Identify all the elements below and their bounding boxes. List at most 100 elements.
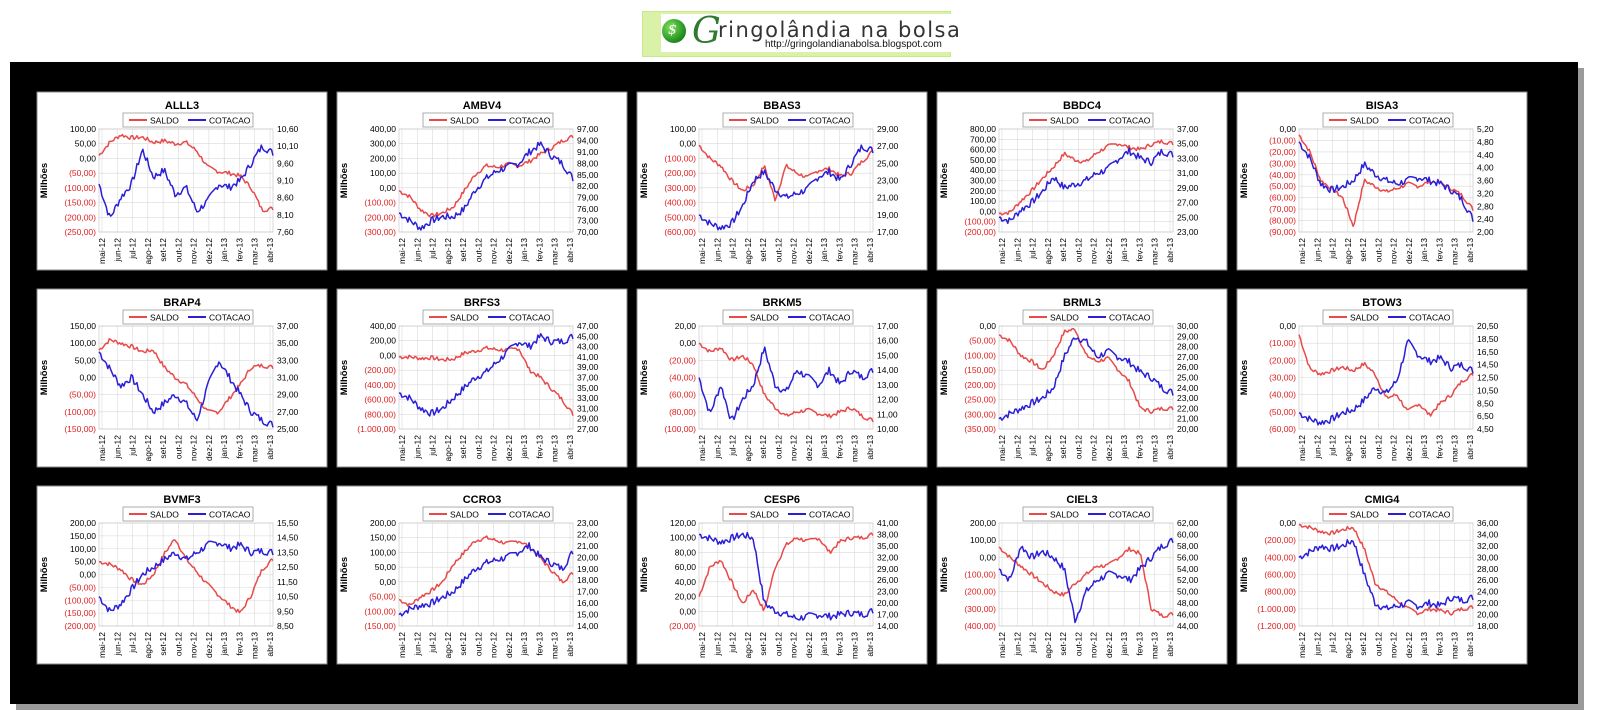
x-tick-label: jan-13 — [1419, 238, 1429, 263]
logo-title[interactable]: ringolândia na bolsa — [718, 18, 962, 42]
left-tick-label: (100,00) — [64, 407, 96, 417]
x-tick-label: nov-12 — [1089, 238, 1099, 264]
right-tick-label: 14,00 — [877, 621, 899, 631]
right-tick-label: 33,00 — [1177, 153, 1199, 163]
x-tick-label: jan-13 — [519, 238, 529, 263]
legend-label-cotacao: COTACAO — [1109, 116, 1151, 126]
left-tick-label: 100,00 — [70, 124, 96, 134]
right-tick-label: 14,00 — [577, 621, 599, 631]
y-axis-title: Milhões — [339, 557, 350, 592]
x-tick-label: dez-12 — [804, 435, 814, 461]
right-tick-label: 52,00 — [1177, 575, 1199, 585]
x-tick-label: set-12 — [458, 435, 468, 459]
x-tick-label: out-12 — [1373, 435, 1383, 459]
series-line-cotacao — [98, 540, 274, 613]
x-tick-label: ago-12 — [143, 435, 153, 462]
right-tick-label: 25,00 — [1177, 373, 1199, 383]
x-tick-label: fev-13 — [834, 435, 844, 459]
right-tick-label: 29,00 — [1177, 183, 1199, 193]
right-tick-label: 17,00 — [877, 610, 899, 620]
chart-panel-bbdc4: BBDC4 SALDO COTACAO Milhões 800,00700,00600,… — [936, 91, 1228, 271]
series-line-saldo — [698, 532, 874, 612]
left-tick-label: 200,00 — [370, 518, 396, 528]
left-tick-label: (200,00) — [964, 227, 996, 237]
plot-frame — [998, 128, 1174, 233]
left-tick-label: (100,00) — [964, 217, 996, 227]
x-tick-label: fev-13 — [1134, 238, 1144, 262]
x-tick-label: mar-13 — [1150, 435, 1160, 462]
right-tick-label: 14,50 — [1477, 360, 1499, 370]
series-line-saldo — [698, 342, 874, 423]
right-tick-label: 23,00 — [877, 176, 899, 186]
left-tick-label: (90,00) — [1269, 227, 1296, 237]
logo-url[interactable]: http://gringolandianabolsa.blogspot.com — [765, 39, 942, 50]
x-tick-label: jul-12 — [128, 238, 138, 260]
x-tick-label: abr-13 — [865, 435, 875, 460]
x-tick-label: abr-13 — [265, 632, 275, 657]
x-tick-label: ago-12 — [443, 435, 453, 462]
x-tick-label: jun-12 — [412, 435, 422, 460]
left-tick-label: (40,00) — [669, 373, 696, 383]
right-tick-label: 2,40 — [1477, 214, 1494, 224]
chart-title: CESP6 — [764, 494, 800, 506]
x-tick-label: out-12 — [1373, 238, 1383, 262]
left-tick-label: (20,00) — [1269, 147, 1296, 157]
y-axis-title: Milhões — [339, 163, 350, 198]
x-tick-label: mai-12 — [97, 238, 107, 264]
right-tick-label: 35,00 — [1177, 139, 1199, 149]
x-tick-label: jun-12 — [412, 238, 422, 263]
chart-panel-brap4: BRAP4 SALDO COTACAO Milhões 150,00 100,00 50,0… — [36, 288, 328, 468]
series-line-saldo — [398, 134, 574, 218]
x-tick-label: jul-12 — [728, 238, 738, 260]
left-tick-label: (400,00) — [664, 198, 696, 208]
right-tick-label: 50,00 — [1177, 587, 1199, 597]
legend-label-cotacao: COTACAO — [809, 510, 851, 520]
x-tick-label: ago-12 — [1343, 632, 1353, 659]
chart-title: BRKM5 — [762, 297, 801, 309]
right-tick-label: 27,00 — [1177, 352, 1199, 362]
x-tick-label: mar-13 — [250, 632, 260, 659]
series-line-cotacao — [398, 542, 574, 617]
x-tick-label: mar-13 — [1450, 238, 1460, 265]
x-tick-label: set-12 — [158, 435, 168, 459]
right-tick-label: 4,40 — [1477, 150, 1494, 160]
right-tick-label: 76,00 — [577, 204, 599, 214]
left-tick-label: 600,00 — [970, 145, 996, 155]
left-tick-label: 0,00 — [79, 373, 96, 383]
x-tick-label: nov-12 — [1389, 238, 1399, 264]
right-tick-label: 26,00 — [877, 575, 899, 585]
y-axis-title: Milhões — [639, 360, 650, 395]
left-tick-label: (350,00) — [964, 424, 996, 434]
left-tick-label: (400,00) — [964, 621, 996, 631]
left-tick-label: 50,00 — [375, 562, 397, 572]
x-tick-label: dez-12 — [504, 238, 514, 264]
x-tick-label: jul-12 — [1028, 238, 1038, 260]
left-tick-label: (200,00) — [664, 168, 696, 178]
right-tick-label: 24,00 — [1477, 587, 1499, 597]
right-tick-label: 26,00 — [1177, 362, 1199, 372]
x-tick-label: out-12 — [1073, 632, 1083, 656]
left-tick-label: 20,00 — [675, 592, 697, 602]
x-tick-label: mai-12 — [97, 435, 107, 461]
legend-label-saldo: SALDO — [750, 116, 779, 126]
x-tick-label: jun-12 — [712, 238, 722, 263]
right-tick-label: 20,00 — [1477, 610, 1499, 620]
x-tick-label: out-12 — [773, 632, 783, 656]
x-tick-label: fev-13 — [234, 238, 244, 262]
x-tick-label: set-12 — [158, 632, 168, 656]
left-tick-label: 0,00 — [679, 139, 696, 149]
x-tick-label: dez-12 — [504, 632, 514, 658]
x-tick-label: ago-12 — [1343, 435, 1353, 462]
chart-panel-bbas3: BBAS3 SALDO COTACAO Milhões 100,00 0,00 (100,0… — [636, 91, 928, 271]
x-tick-label: jun-12 — [1012, 632, 1022, 657]
left-tick-label: (50,00) — [969, 336, 996, 346]
x-tick-label: dez-12 — [1104, 238, 1114, 264]
right-tick-label: 44,00 — [1177, 621, 1199, 631]
x-tick-label: dez-12 — [1104, 632, 1114, 658]
chart-panel-alll3: ALLL3 SALDO COTACAO Milhões 100,00 50,00 0,00 (… — [36, 91, 328, 271]
right-tick-label: 24,00 — [1177, 383, 1199, 393]
legend-label-saldo: SALDO — [1350, 116, 1379, 126]
right-tick-label: 9,10 — [277, 176, 294, 186]
left-tick-label: (100,00) — [64, 595, 96, 605]
x-tick-label: jul-12 — [728, 435, 738, 457]
